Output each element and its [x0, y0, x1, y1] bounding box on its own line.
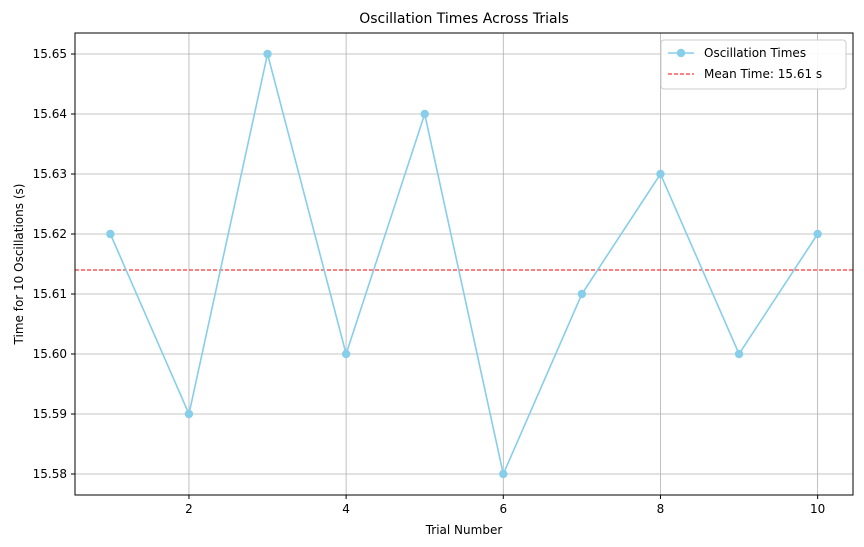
grid — [75, 33, 853, 495]
y-tick-label: 15.63 — [33, 167, 67, 181]
legend: Oscillation Times Mean Time: 15.61 s — [660, 39, 847, 90]
data-point — [499, 469, 508, 479]
data-point — [184, 409, 194, 419]
chart-title: Oscillation Times Across Trials — [359, 11, 569, 27]
x-axis: 2 4 6 8 10 — [185, 495, 825, 516]
y-axis-label: Time for 10 Oscillations (s) — [12, 184, 26, 346]
legend-label: Mean Time: 15.61 s — [704, 67, 822, 81]
data-point — [813, 229, 822, 239]
data-point — [734, 349, 744, 359]
x-axis-label: Trial Number — [425, 523, 503, 537]
legend-label: Oscillation Times — [704, 46, 806, 60]
data-point — [263, 49, 272, 59]
y-tick-label: 15.60 — [33, 347, 67, 361]
y-tick-label: 15.64 — [33, 107, 67, 121]
legend-box — [660, 39, 847, 90]
x-tick-label: 2 — [185, 502, 193, 516]
x-tick-label: 6 — [499, 502, 507, 516]
series-line — [109, 53, 819, 477]
data-point — [341, 349, 351, 359]
data-point — [656, 169, 665, 179]
y-tick-label: 15.59 — [33, 407, 67, 421]
y-tick-label: 15.58 — [33, 467, 67, 481]
plot-frame — [74, 32, 854, 496]
y-axis: 15.58 15.59 15.60 15.61 15.62 15.63 15.64 15.65 — [33, 47, 75, 481]
x-tick-label: 10 — [810, 502, 825, 516]
series-group — [106, 49, 822, 479]
data-point — [420, 109, 429, 119]
y-tick-label: 15.62 — [33, 227, 67, 241]
y-tick-label: 15.65 — [33, 47, 67, 61]
x-tick-label: 8 — [657, 502, 665, 516]
y-tick-label: 15.61 — [33, 287, 67, 301]
data-point — [106, 229, 115, 239]
legend-swatch-marker — [676, 48, 686, 58]
data-point — [577, 289, 587, 299]
x-tick-label: 4 — [342, 502, 350, 516]
